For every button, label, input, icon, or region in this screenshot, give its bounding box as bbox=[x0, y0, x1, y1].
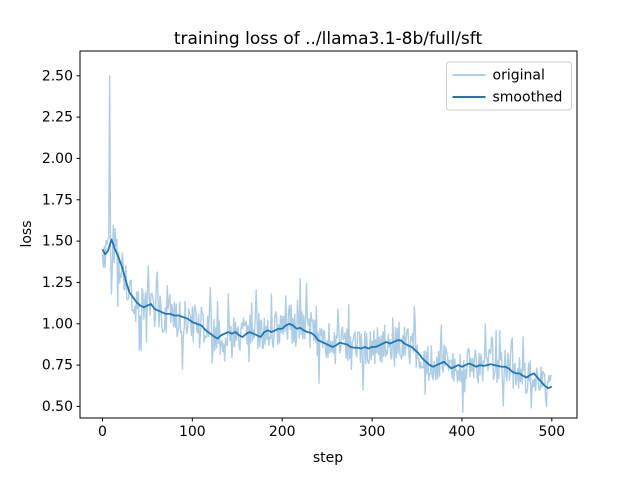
x-tick-label: 500 bbox=[538, 424, 565, 440]
y-tick-label: 2.50 bbox=[42, 68, 73, 84]
chart-title: training loss of ../llama3.1-8b/full/sft bbox=[174, 29, 483, 49]
y-axis-label: loss bbox=[19, 220, 35, 247]
x-tick-label: 0 bbox=[98, 424, 107, 440]
y-tick-label: 1.50 bbox=[42, 234, 73, 250]
smoothed-line bbox=[101, 238, 553, 390]
legend-label-original: original bbox=[493, 68, 545, 84]
y-tick-label: 1.25 bbox=[42, 275, 73, 291]
y-tick-label: 0.75 bbox=[42, 358, 73, 374]
x-tick-label: 100 bbox=[179, 424, 206, 440]
series-layer bbox=[101, 75, 553, 413]
y-tick-label: 2.25 bbox=[42, 110, 73, 126]
y-tick-label: 1.75 bbox=[42, 192, 73, 208]
x-tick-label: 300 bbox=[359, 424, 386, 440]
legend: original smoothed bbox=[446, 61, 572, 111]
x-axis-label: step bbox=[313, 450, 343, 466]
y-tick-label: 2.00 bbox=[42, 151, 73, 167]
x-tick-label: 400 bbox=[449, 424, 476, 440]
y-tick-label: 1.00 bbox=[42, 316, 73, 332]
original-line bbox=[101, 75, 553, 413]
y-tick-label: 0.50 bbox=[42, 399, 73, 415]
ticks-layer: 0 100 200 300 400 500 0.50 0.75 1.00 1.25 1.50 1.75… bbox=[42, 68, 565, 440]
x-tick-label: 200 bbox=[269, 424, 296, 440]
legend-label-smoothed: smoothed bbox=[493, 90, 563, 106]
